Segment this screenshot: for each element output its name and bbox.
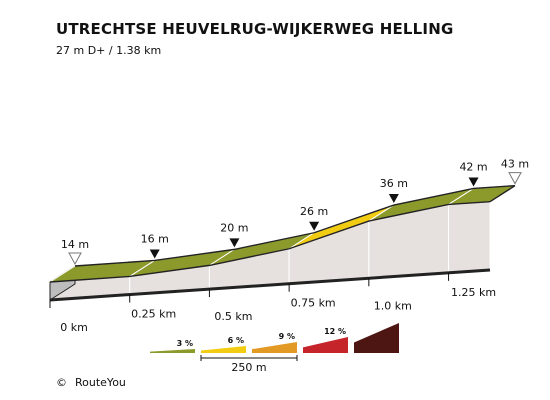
distance-label-5: 1.25 km (451, 286, 496, 299)
gradient-legend: 3 % 6 % 9 % 12 % 250 m (150, 323, 399, 374)
legend-label-1: 6 % (228, 336, 244, 345)
elevation-marker-5 (468, 177, 479, 187)
distance-label-2: 0.5 km (214, 310, 252, 323)
legend-swatch-1 (201, 346, 246, 353)
credit-text: RouteYou (75, 376, 126, 389)
distance-label-3: 0.75 km (291, 297, 336, 310)
profile-base-strip (49, 268, 491, 302)
elevation-marker-2 (229, 238, 240, 248)
chart-subtitle: 27 m D+ / 1.38 km (56, 44, 162, 57)
profile-top-layer (49, 184, 516, 283)
distance-label-4: 1.0 km (374, 299, 412, 312)
elevation-marker-6 (508, 172, 522, 185)
profile-side-5 (448, 201, 491, 274)
elevation-marker-0 (68, 252, 82, 266)
elevation-label-1: 16 m (141, 232, 169, 245)
elevation-label-6: 43 m (501, 158, 529, 171)
credit-line: © RouteYou (56, 376, 126, 389)
legend-label-3: 12 % (324, 327, 346, 336)
legend-swatch-4 (354, 323, 399, 353)
elevation-marker-4 (388, 194, 399, 204)
legend-swatch-3 (303, 337, 348, 353)
legend-label-2: 9 % (279, 332, 295, 341)
profile-marker-layer: 14 m 16 m 20 m 26 m 36 m 42 m 43 m (61, 158, 529, 266)
elevation-label-0: 14 m (61, 238, 89, 251)
legend-swatch-0 (150, 349, 195, 353)
legend-swatch-2 (252, 342, 297, 353)
distance-label-layer: 0 km 0.25 km 0.5 km 0.75 km 1.0 km 1.25 km (49, 271, 496, 334)
copyright-symbol: © (56, 376, 67, 389)
elevation-label-2: 20 m (220, 221, 248, 234)
distance-label-0: 0 km (60, 321, 88, 334)
legend-label-0: 3 % (177, 339, 193, 348)
scale-label: 250 m (231, 361, 266, 374)
elevation-label-5: 42 m (459, 160, 487, 173)
distance-label-1: 0.25 km (131, 308, 176, 321)
profile-end-edge (489, 185, 516, 203)
elevation-label-3: 26 m (300, 205, 328, 218)
chart-title: UTRECHTSE HEUVELRUG-WIJKERWEG HELLING (56, 20, 454, 38)
profile-front-edge (49, 200, 491, 283)
elevation-marker-1 (149, 249, 160, 259)
profile-back-edge (74, 184, 516, 267)
elevation-marker-3 (309, 221, 320, 231)
elevation-label-4: 36 m (380, 177, 408, 190)
